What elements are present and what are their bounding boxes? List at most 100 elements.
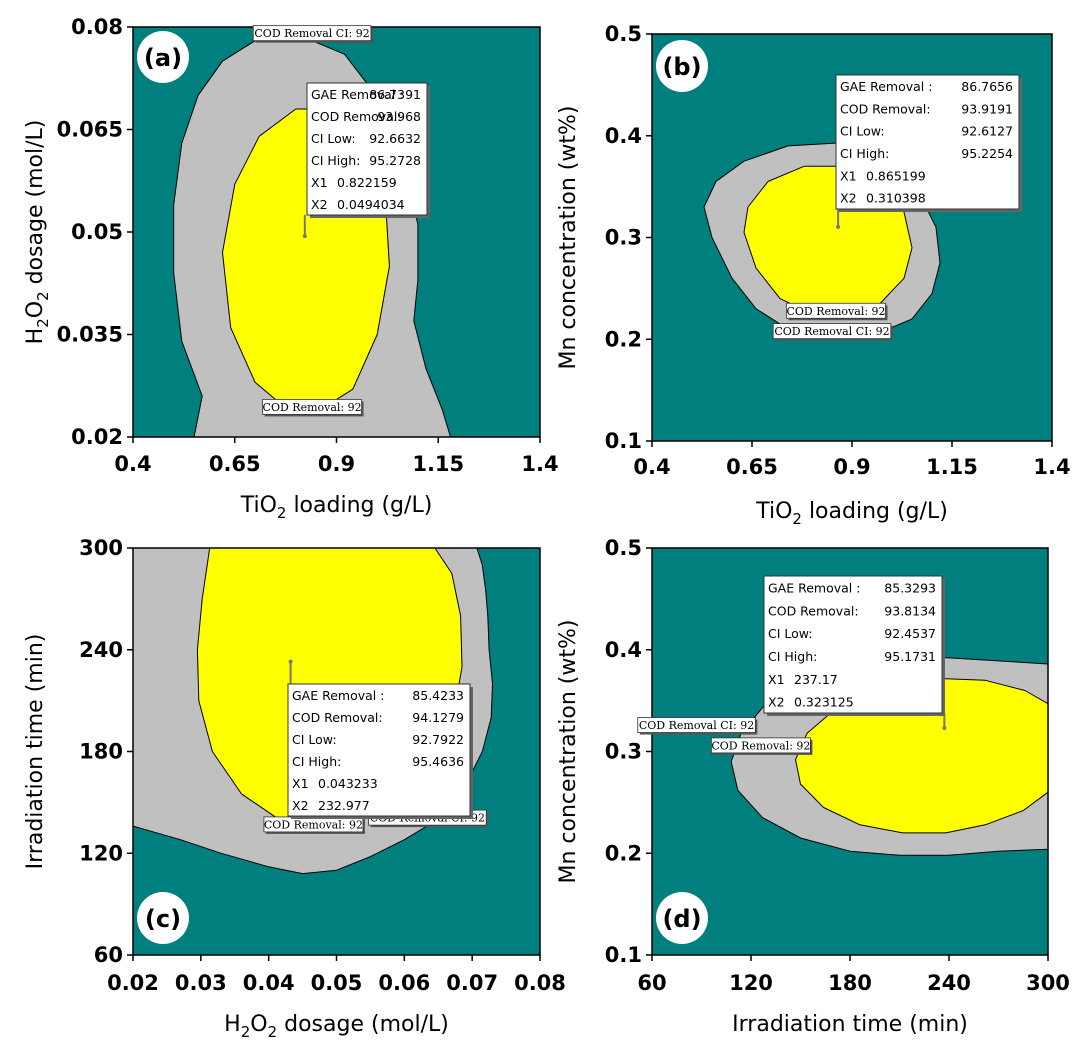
tooltip-value: 95.1731 bbox=[884, 649, 936, 664]
tooltip-value: 0.865199 bbox=[866, 168, 926, 183]
panel-label: (c) bbox=[145, 905, 181, 933]
y-tick-label: 60 bbox=[94, 943, 123, 967]
tooltip-key: CI Low: bbox=[311, 131, 356, 146]
tooltip-key: X2 bbox=[292, 798, 309, 813]
y-tick-label: 120 bbox=[79, 841, 123, 865]
tooltip-value: 0.310398 bbox=[866, 191, 926, 206]
tooltip-key: X1 bbox=[768, 672, 785, 687]
tooltip-value: 0.043233 bbox=[318, 776, 378, 791]
y-axis-label: Mn concentration (wt%) bbox=[556, 106, 581, 370]
contour-flag: COD Removal: 92 bbox=[263, 816, 365, 834]
tooltip-key: X2 bbox=[768, 695, 785, 710]
svg-text:COD Removal: 92: COD Removal: 92 bbox=[711, 739, 810, 752]
y-axis-label: Mn concentration (wt%) bbox=[556, 620, 581, 884]
y-tick-label: 0.5 bbox=[605, 536, 642, 560]
tooltip-key: CI High: bbox=[311, 153, 360, 168]
x-tick-label: 0.06 bbox=[378, 971, 430, 995]
optimum-marker bbox=[288, 659, 293, 664]
tooltip-key: GAE Removal : bbox=[840, 79, 932, 94]
x-tick-label: 0.08 bbox=[514, 971, 566, 995]
y-tick-label: 0.5 bbox=[605, 22, 642, 46]
x-tick-label: 0.04 bbox=[243, 971, 295, 995]
tooltip-key: COD Removal: bbox=[311, 109, 402, 124]
tooltip-key: COD Removal: bbox=[840, 101, 931, 116]
tooltip-value: 92.7922 bbox=[412, 732, 464, 747]
y-tick-label: 0.3 bbox=[605, 226, 642, 250]
x-tick-label: 0.65 bbox=[209, 452, 261, 476]
contour-flag: COD Removal: 92 bbox=[786, 302, 888, 321]
tooltip-value: 85.3293 bbox=[884, 580, 936, 595]
y-tick-label: 0.08 bbox=[71, 15, 123, 39]
panel-badge bbox=[137, 31, 189, 83]
x-tick-label: 300 bbox=[1026, 971, 1070, 995]
tooltip-value: 232.977 bbox=[318, 798, 370, 813]
x-tick-label: 1.15 bbox=[926, 455, 978, 479]
svg-text:COD Removal CI: 92: COD Removal CI: 92 bbox=[639, 719, 754, 732]
x-tick-label: 0.4 bbox=[114, 452, 151, 476]
x-tick-label: 0.4 bbox=[633, 455, 670, 479]
y-tick-label: 180 bbox=[79, 740, 123, 764]
tooltip-value: 94.1279 bbox=[412, 710, 464, 725]
contour-flag: COD Removal CI: 92 bbox=[637, 717, 758, 735]
tooltip-value: 92.4537 bbox=[884, 626, 936, 641]
x-axis-label: TiO2 loading (g/L) bbox=[755, 499, 948, 528]
tooltip-value: 92.6127 bbox=[961, 124, 1013, 139]
x-tick-label: 180 bbox=[828, 971, 872, 995]
x-tick-label: 0.03 bbox=[175, 971, 227, 995]
panel-label: (a) bbox=[144, 44, 182, 72]
optimum-tooltip: GAE Removal :86.7391 COD Removal:93.968 C… bbox=[302, 82, 430, 239]
y-tick-label: 0.035 bbox=[57, 323, 123, 347]
tooltip-key: GAE Removal : bbox=[311, 87, 403, 102]
panel-badge bbox=[656, 40, 708, 92]
tooltip-key: CI Low: bbox=[840, 124, 885, 139]
panel-badge bbox=[137, 892, 189, 944]
x-tick-label: 0.65 bbox=[726, 455, 778, 479]
tooltip-key: GAE Removal : bbox=[292, 688, 384, 703]
y-tick-label: 0.1 bbox=[605, 429, 642, 453]
x-axis-label: TiO2 loading (g/L) bbox=[240, 493, 433, 522]
x-tick-label: 0.02 bbox=[107, 971, 159, 995]
tooltip-value: 86.7391 bbox=[369, 87, 421, 102]
y-tick-label: 0.02 bbox=[71, 425, 123, 449]
optimum-region bbox=[795, 677, 1048, 834]
panel-c: 60 120 180 240 300 0.02 0.03 0.04 0.05 0.06 0.07 0.… bbox=[23, 536, 566, 1041]
x-tick-label: 1.15 bbox=[412, 452, 464, 476]
tooltip-value: 95.4636 bbox=[412, 754, 464, 769]
x-tick-label: 240 bbox=[927, 971, 971, 995]
tooltip-key: CI High: bbox=[840, 146, 889, 161]
y-tick-label: 0.1 bbox=[605, 943, 642, 967]
tooltip-value: 93.968 bbox=[377, 109, 421, 124]
tooltip-value: 0.0494034 bbox=[337, 197, 405, 212]
tooltip-key: X1 bbox=[311, 175, 328, 190]
panel-a: 0.02 0.035 0.05 0.065 0.08 0.4 0.65 0.9 1.15 1.4 T… bbox=[23, 15, 559, 522]
x-tick-label: 0.9 bbox=[318, 452, 355, 476]
contour-flag: COD Removal: 92 bbox=[711, 737, 813, 755]
svg-text:COD Removal CI: 92: COD Removal CI: 92 bbox=[254, 27, 369, 40]
y-tick-label: 240 bbox=[79, 638, 123, 662]
panel-label: (d) bbox=[662, 905, 701, 933]
tooltip-value: 93.8134 bbox=[884, 603, 936, 618]
tooltip-key: X2 bbox=[840, 191, 857, 206]
optimum-marker bbox=[302, 234, 307, 239]
tooltip-value: 85.4233 bbox=[412, 688, 464, 703]
tooltip-value: 237.17 bbox=[794, 672, 838, 687]
optimum-marker bbox=[836, 224, 841, 229]
tooltip-key: CI Low: bbox=[768, 626, 813, 641]
x-tick-label: 60 bbox=[637, 971, 666, 995]
tooltip-key: CI High: bbox=[768, 649, 817, 664]
tooltip-value: 95.2728 bbox=[369, 153, 421, 168]
tooltip-key: COD Removal: bbox=[292, 710, 383, 725]
svg-text:COD Removal CI: 92: COD Removal CI: 92 bbox=[774, 325, 889, 338]
panel-badge bbox=[656, 892, 708, 944]
y-tick-label: 0.2 bbox=[605, 841, 642, 865]
svg-text:COD Removal: 92: COD Removal: 92 bbox=[786, 305, 885, 318]
y-tick-label: 0.4 bbox=[605, 124, 642, 148]
x-tick-label: 120 bbox=[729, 971, 773, 995]
x-tick-label: 0.05 bbox=[311, 971, 363, 995]
contour-flag: COD Removal CI: 92 bbox=[772, 323, 893, 341]
x-tick-label: 1.4 bbox=[1033, 455, 1070, 479]
y-tick-label: 300 bbox=[79, 536, 123, 560]
tooltip-key: CI Low: bbox=[292, 732, 337, 747]
